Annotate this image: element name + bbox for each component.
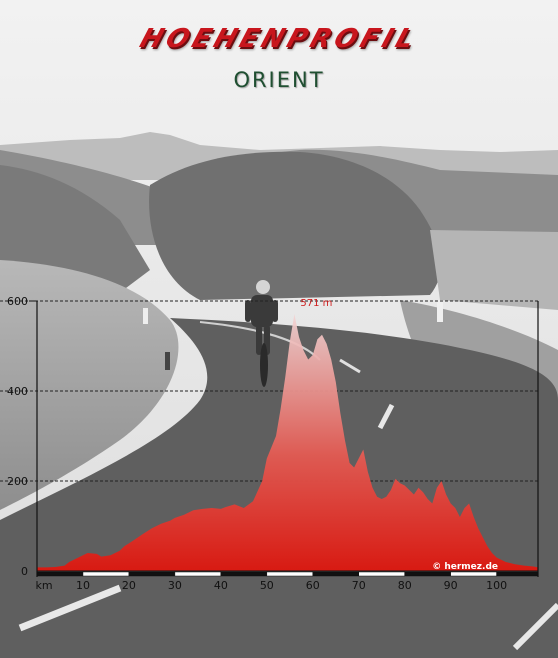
x-tick-label: 90 [444, 579, 458, 592]
x-tick-label: 30 [168, 579, 182, 592]
axes [29, 300, 539, 577]
km-scale-segment [312, 571, 359, 577]
credit-label: © hermez.de [432, 562, 498, 572]
km-scale-segment [266, 571, 314, 577]
tick-labels: 0 200 400 600 km 10 20 30 40 50 60 70 80 90 100 [7, 295, 507, 592]
x-tick-label: 100 [486, 579, 507, 592]
x-axis-unit-label: km [35, 579, 52, 592]
km-scale-segment [82, 571, 130, 577]
x-tick-label: 50 [260, 579, 274, 592]
km-scale-segment [36, 571, 84, 577]
x-tick-label: 80 [398, 579, 412, 592]
elevation-area [37, 314, 538, 571]
route-name: ORIENT [233, 68, 325, 92]
cyclist-figure [245, 280, 278, 387]
x-tick-label: 10 [76, 579, 90, 592]
y-tick-label: 600 [7, 295, 28, 308]
km-scale-segment [404, 571, 451, 577]
km-scale-segment [174, 571, 222, 577]
max-elevation-label: 571 m [300, 298, 332, 309]
y-tick-label: 0 [21, 565, 28, 578]
x-tick-label: 60 [306, 579, 320, 592]
x-tick-label: 40 [214, 579, 228, 592]
km-scale-segment [128, 571, 176, 577]
x-tick-label: 20 [122, 579, 136, 592]
x-tick-label: 70 [352, 579, 366, 592]
km-scale-segment [220, 571, 268, 577]
km-scale-segment [450, 571, 497, 577]
km-scale-segment [358, 571, 405, 577]
y-tick-label: 200 [7, 475, 28, 488]
km-scale-segment [496, 571, 539, 577]
y-tick-label: 400 [7, 385, 28, 398]
